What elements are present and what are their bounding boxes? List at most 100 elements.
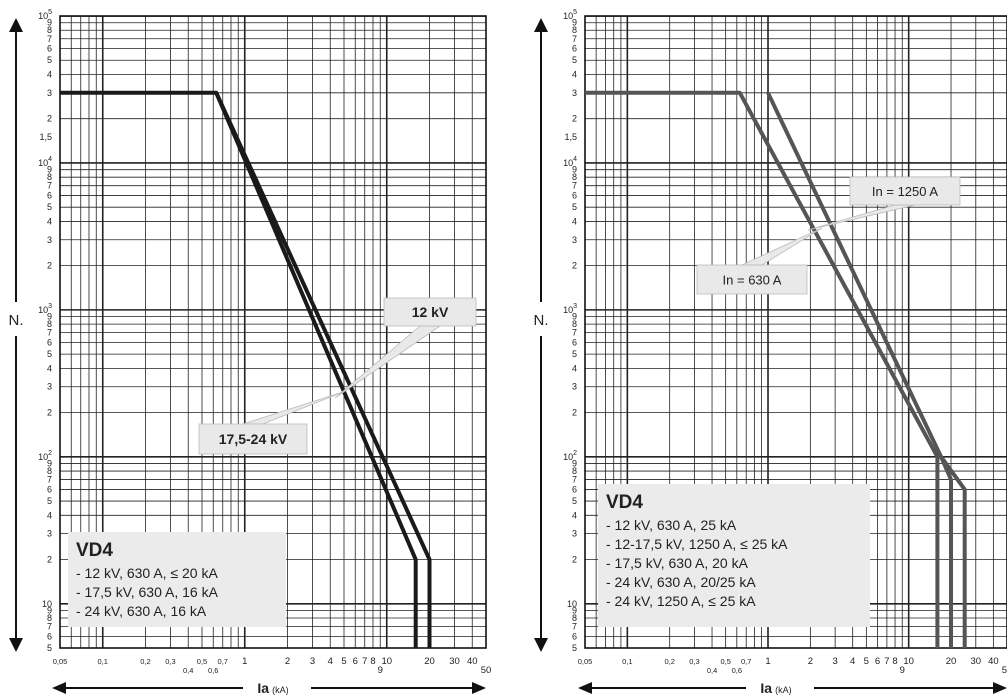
y-tick-mantissa: 10 — [38, 158, 48, 168]
y-tick-label: 4 — [572, 363, 577, 373]
y-tick-label: 7 — [47, 181, 52, 191]
y-tick-label: 6 — [572, 337, 577, 347]
y-tick-label: 8 — [47, 466, 52, 476]
y-axis-label: N. — [534, 312, 549, 329]
y-tick-label: 9 — [572, 312, 577, 322]
x-tick-label: 50 — [1002, 665, 1007, 676]
y-tick-label: 4 — [47, 216, 52, 226]
y-tick-mantissa: 10 — [563, 452, 573, 462]
x-tick-label: 40 — [467, 656, 478, 667]
y-tick-label: 9 — [47, 165, 52, 175]
callout-box — [198, 423, 308, 455]
x-tick-label: 20 — [946, 656, 957, 667]
y-tick-label: 7 — [572, 475, 577, 485]
x-tick-label: 8 — [370, 656, 375, 667]
y-tick-label: 102 — [563, 450, 577, 462]
x-axis-label-unit: (kA) — [272, 685, 289, 695]
callout-2: 17,5-24 kV — [198, 391, 344, 455]
x-tick-label: 6 — [353, 656, 358, 667]
x-tick-label: 0,1 — [98, 657, 108, 666]
legend-title: VD4 — [606, 492, 643, 513]
x-axis-label: Ia (kA) — [257, 680, 288, 696]
x-tick-label: 9 — [900, 665, 905, 676]
down-arrow-icon — [534, 638, 548, 652]
y-tick-mantissa: 10 — [563, 11, 573, 21]
x-tick-label: 0,05 — [578, 657, 593, 666]
y-tick-label: 8 — [47, 25, 52, 35]
y-tick-label: 3 — [572, 235, 577, 245]
y-tick-exponent: 4 — [573, 156, 577, 163]
y-tick-label: 8 — [572, 319, 577, 329]
callout-text: 17,5-24 kV — [219, 431, 288, 447]
x-tick-label: 10 — [903, 656, 914, 667]
y-tick-mantissa: 10 — [563, 158, 573, 168]
x-tick-label: 20 — [424, 656, 435, 667]
y-tick-label: 2 — [572, 114, 577, 124]
callout-box — [849, 176, 961, 206]
y-tick-exponent: 3 — [573, 303, 577, 310]
y-tick-label: 5 — [47, 55, 52, 65]
x-tick-label: 2 — [808, 656, 813, 667]
y-tick-label: 4 — [47, 363, 52, 373]
y-tick-exponent: 5 — [573, 9, 577, 16]
x-tick-label: 0,7 — [741, 657, 751, 666]
y-tick-label: 2 — [47, 555, 52, 565]
series-line-1 — [60, 90, 432, 648]
y-tick-label: 10 — [567, 599, 577, 609]
y-tick-label: 9 — [47, 605, 52, 615]
y-tick-exponent: 2 — [573, 450, 577, 457]
y-tick-label: 2 — [572, 555, 577, 565]
y-tick-label: 6 — [572, 631, 577, 641]
up-arrow-icon — [9, 18, 23, 32]
x-tick-label: 5 — [864, 656, 869, 667]
x-axis-label-unit: (kA) — [775, 685, 792, 695]
y-tick-label: 105 — [563, 9, 577, 21]
x-tick-label: 4 — [328, 656, 333, 667]
y-tick-label: 104 — [38, 156, 52, 168]
y-tick-label: 7 — [47, 34, 52, 44]
y-tick-label: 9 — [572, 18, 577, 28]
y-tick-label: 105 — [38, 9, 52, 21]
callout-text: In = 630 A — [723, 273, 782, 288]
left-arrow-icon — [578, 682, 592, 694]
y-tick-label: 6 — [47, 631, 52, 641]
y-tick-label: 7 — [47, 622, 52, 632]
x-tick-label: 7 — [362, 656, 367, 667]
x-axis-label-bg — [243, 676, 311, 698]
y-tick-label: 6 — [572, 44, 577, 54]
y-tick-label: 7 — [572, 181, 577, 191]
y-tick-label: 9 — [47, 312, 52, 322]
y-tick-label: 5 — [572, 496, 577, 506]
y-tick-label: 7 — [572, 622, 577, 632]
y-tick-label: 6 — [47, 484, 52, 494]
x-axis-label-name: Ia — [760, 680, 772, 696]
y-tick-label: 1,5 — [564, 132, 577, 142]
y-tick-exponent: 3 — [48, 303, 52, 310]
y-tick-label: 2 — [572, 261, 577, 271]
legend-line: - 24 kV, 630 A, 16 kA — [76, 603, 207, 619]
y-tick-exponent: 5 — [48, 9, 52, 16]
series-group — [585, 90, 967, 648]
plot-frame — [59, 15, 487, 649]
y-tick-label: 2 — [47, 408, 52, 418]
y-tick-mantissa: 10 — [38, 11, 48, 21]
y-tick-label: 9 — [572, 605, 577, 615]
y-tick-label: 2 — [47, 261, 52, 271]
series-line-2 — [766, 91, 967, 648]
x-axis-label-bg — [746, 676, 814, 698]
callout-box — [696, 264, 808, 295]
y-tick-label: 8 — [572, 466, 577, 476]
y-tick-label: 5 — [47, 202, 52, 212]
x-tick-label: 2 — [285, 656, 290, 667]
y-tick-label: 5 — [47, 496, 52, 506]
y-tick-label: 5 — [572, 55, 577, 65]
y-tick-label: 7 — [47, 475, 52, 485]
legend-box: VD4 - 12 kV, 630 A, ≤ 20 kA - 17,5 kV, 630… — [68, 532, 286, 627]
x-tick-label: 0,5 — [720, 657, 730, 666]
y-tick-label: 5 — [47, 349, 52, 359]
x-tick-label: 0,4 — [707, 666, 717, 675]
y-tick-label: 8 — [47, 319, 52, 329]
x-tick-label: 0,1 — [622, 657, 632, 666]
y-tick-label: 4 — [47, 69, 52, 79]
right-arrow-icon — [472, 682, 486, 694]
